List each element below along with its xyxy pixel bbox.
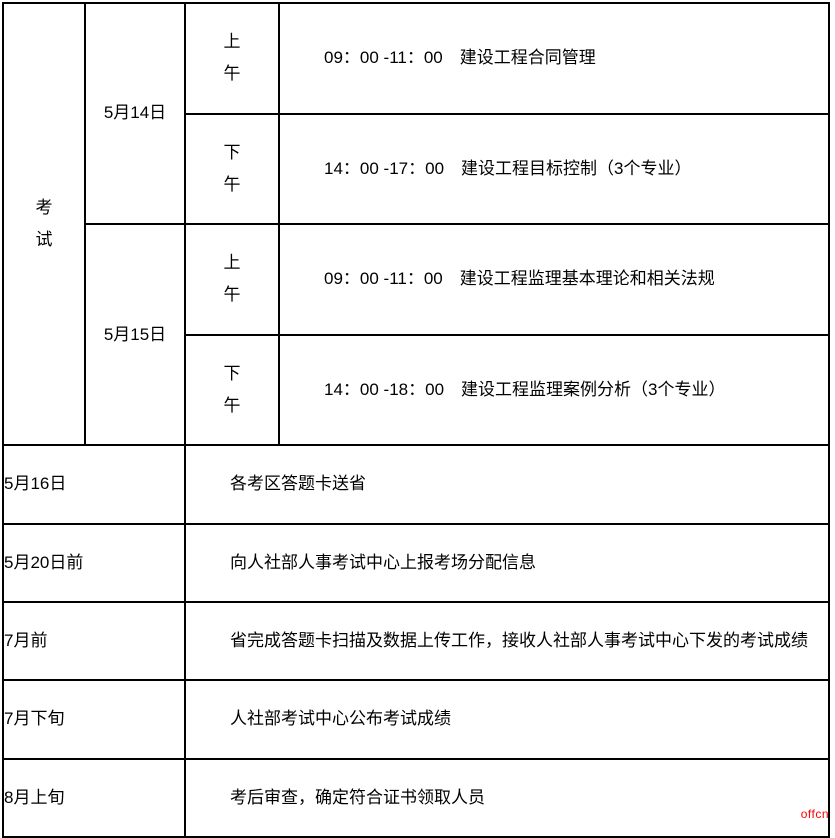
section-label: 考试 <box>36 198 53 249</box>
schedule-date: 7月前 <box>4 631 47 650</box>
schedule-date-cell: 7月下旬 <box>3 680 185 758</box>
period-ampm-cell: 上午 <box>185 224 279 335</box>
period-ampm: 下午 <box>224 143 241 194</box>
exam-date-cell: 5月15日 <box>85 224 185 445</box>
period-ampm: 上午 <box>224 32 241 83</box>
schedule-date: 7月下旬 <box>4 709 64 728</box>
period-ampm-cell: 下午 <box>185 335 279 446</box>
period-ampm: 上午 <box>224 253 241 304</box>
schedule-desc-cell: 人社部考试中心公布考试成绩 <box>185 680 829 758</box>
schedule-date-cell: 7月前 <box>3 602 185 680</box>
schedule-date-cell: 5月20日前 <box>3 524 185 602</box>
exam-date-cell: 5月14日 <box>85 3 185 224</box>
section-label-cell: 考试 <box>3 3 85 445</box>
schedule-desc-cell: 向人社部人事考试中心上报考场分配信息 <box>185 524 829 602</box>
period-desc-cell: 14：00 -18：00 建设工程监理案例分析（3个专业） <box>279 335 829 446</box>
schedule-row: 7月前 省完成答题卡扫描及数据上传工作，接收人社部人事考试中心下发的考试成绩 <box>3 602 829 680</box>
exam-schedule-table: 考试 5月14日 上午 09：00 -11：00 建设工程合同管理 下午 14：… <box>2 2 830 838</box>
schedule-desc: 向人社部人事考试中心上报考场分配信息 <box>230 553 536 572</box>
period-desc: 14：00 -18：00 建设工程监理案例分析（3个专业） <box>324 380 725 399</box>
schedule-desc-cell: 省完成答题卡扫描及数据上传工作，接收人社部人事考试中心下发的考试成绩 <box>185 602 829 680</box>
watermark-text: offcn <box>801 807 829 821</box>
period-desc-cell: 09：00 -11：00 建设工程合同管理 <box>279 3 829 114</box>
exam-row: 考试 5月14日 上午 09：00 -11：00 建设工程合同管理 <box>3 3 829 114</box>
schedule-desc: 考后审查，确定符合证书领取人员 <box>230 788 485 807</box>
schedule-date-cell: 8月上旬 <box>3 759 185 837</box>
exam-row: 5月15日 上午 09：00 -11：00 建设工程监理基本理论和相关法规 <box>3 224 829 335</box>
schedule-desc-cell: 各考区答题卡送省 <box>185 445 829 523</box>
watermark: offcn <box>801 807 829 821</box>
schedule-row: 5月16日 各考区答题卡送省 <box>3 445 829 523</box>
schedule-row: 7月下旬 人社部考试中心公布考试成绩 <box>3 680 829 758</box>
period-desc: 14：00 -17：00 建设工程目标控制（3个专业） <box>324 159 691 178</box>
schedule-desc: 人社部考试中心公布考试成绩 <box>230 709 451 728</box>
period-desc-cell: 09：00 -11：00 建设工程监理基本理论和相关法规 <box>279 224 829 335</box>
period-ampm: 下午 <box>224 364 241 415</box>
schedule-date: 8月上旬 <box>4 788 64 807</box>
exam-date: 5月15日 <box>104 325 166 344</box>
period-desc-cell: 14：00 -17：00 建设工程目标控制（3个专业） <box>279 114 829 225</box>
schedule-desc: 各考区答题卡送省 <box>230 474 366 493</box>
schedule-row: 5月20日前 向人社部人事考试中心上报考场分配信息 <box>3 524 829 602</box>
schedule-date: 5月16日 <box>4 474 66 493</box>
schedule-row: 8月上旬 考后审查，确定符合证书领取人员 <box>3 759 829 837</box>
schedule-date-cell: 5月16日 <box>3 445 185 523</box>
schedule-date: 5月20日前 <box>4 553 83 572</box>
period-desc: 09：00 -11：00 建设工程监理基本理论和相关法规 <box>324 269 715 288</box>
exam-date: 5月14日 <box>104 103 166 122</box>
period-desc: 09：00 -11：00 建设工程合同管理 <box>324 48 596 67</box>
schedule-desc: 省完成答题卡扫描及数据上传工作，接收人社部人事考试中心下发的考试成绩 <box>230 631 808 650</box>
schedule-desc-cell: 考后审查，确定符合证书领取人员 <box>185 759 829 837</box>
period-ampm-cell: 下午 <box>185 114 279 225</box>
period-ampm-cell: 上午 <box>185 3 279 114</box>
